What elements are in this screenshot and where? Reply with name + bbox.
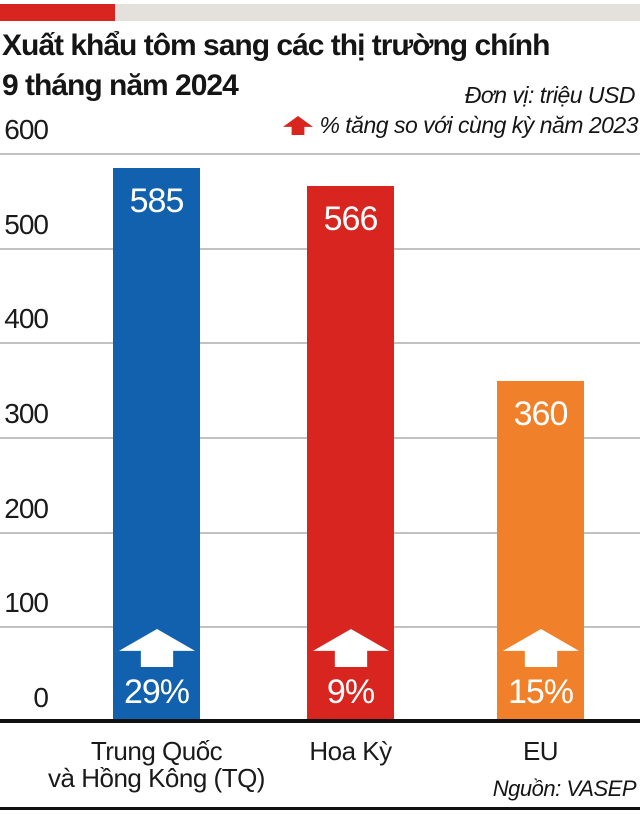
bar-value-label: 585 bbox=[129, 182, 185, 221]
y-axis-tick-label: 200 bbox=[4, 492, 49, 524]
bottom-divider bbox=[0, 807, 640, 810]
x-axis-category-label: Trung Quốc và Hồng Kông (TQ) bbox=[17, 738, 297, 792]
bar-value-label: 360 bbox=[513, 395, 569, 434]
bar: 360 15% bbox=[497, 381, 584, 722]
source-label: Nguồn: VASEP bbox=[492, 776, 637, 801]
accent-bar bbox=[0, 4, 640, 21]
title-line-2: 9 tháng năm 2024 bbox=[2, 69, 239, 102]
y-axis-tick-label: 0 bbox=[33, 682, 49, 713]
x-axis-baseline bbox=[0, 719, 640, 723]
up-arrow-icon bbox=[502, 628, 579, 667]
x-axis-category-line: Trung Quốc bbox=[90, 736, 223, 766]
bar-percent-label: 9% bbox=[326, 672, 375, 711]
page-title: Xuất khẩu tôm sang các thị trường chính … bbox=[2, 26, 638, 106]
x-axis-category-label: Hoa Kỳ bbox=[211, 738, 491, 765]
gridline bbox=[0, 153, 640, 155]
legend-label: % tăng so với cùng kỳ năm 2023 bbox=[319, 112, 638, 138]
y-axis-tick-label: 100 bbox=[4, 587, 49, 619]
bar-value-label: 566 bbox=[323, 200, 379, 239]
y-axis-tick-label: 500 bbox=[4, 208, 49, 240]
title-line-1: Xuất khẩu tôm sang các thị trường chính bbox=[2, 29, 550, 62]
unit-label: Đơn vị: triệu USD bbox=[464, 82, 636, 108]
y-axis-tick-label: 300 bbox=[4, 398, 49, 429]
x-axis-category-line: và Hồng Kông (TQ) bbox=[48, 763, 265, 793]
accent-bar-red-segment bbox=[0, 4, 115, 21]
up-arrow-icon bbox=[283, 116, 313, 135]
y-axis-tick-label: 400 bbox=[4, 303, 49, 335]
x-axis-category-line: EU bbox=[522, 736, 559, 766]
x-axis-category-line: Hoa Kỳ bbox=[309, 736, 392, 766]
up-arrow-icon bbox=[312, 628, 389, 667]
up-arrow-icon bbox=[118, 628, 195, 667]
bar: 566 9% bbox=[307, 186, 394, 722]
x-axis-category-label: EU bbox=[401, 738, 640, 765]
y-axis-tick-label: 600 bbox=[4, 114, 49, 145]
bar-percent-label: 15% bbox=[507, 672, 574, 711]
bar-percent-label: 29% bbox=[123, 672, 190, 711]
bar: 585 29% bbox=[113, 168, 200, 722]
